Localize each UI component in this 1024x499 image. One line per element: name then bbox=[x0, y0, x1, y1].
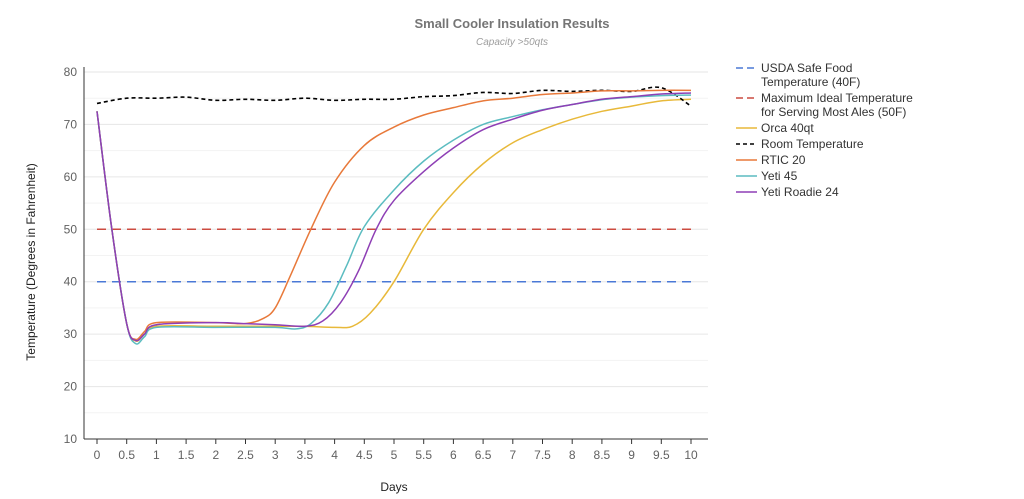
legend-label-yeti-roadie-24: Yeti Roadie 24 bbox=[761, 185, 839, 199]
x-tick-label: 0 bbox=[94, 448, 101, 462]
chart-title: Small Cooler Insulation Results bbox=[414, 16, 609, 31]
series-line-rtic-20 bbox=[96, 89, 692, 341]
x-tick-label: 0.5 bbox=[118, 448, 135, 462]
x-tick-label: 3.5 bbox=[297, 448, 314, 462]
legend-label-usda-safe-food-temperature-40f: USDA Safe Food bbox=[761, 61, 852, 75]
y-tick-label: 60 bbox=[64, 170, 78, 184]
y-tick-label: 80 bbox=[64, 65, 78, 79]
x-tick-label: 7.5 bbox=[534, 448, 551, 462]
legend-label-yeti-45: Yeti 45 bbox=[761, 169, 798, 183]
series-line-yeti-45 bbox=[96, 94, 692, 345]
series-line-orca-40qt bbox=[96, 98, 692, 342]
y-tick-label: 40 bbox=[64, 275, 78, 289]
series-line-yeti-roadie-24 bbox=[96, 92, 692, 342]
x-tick-label: 4.5 bbox=[356, 448, 373, 462]
series-lines bbox=[96, 86, 692, 345]
series-line-room-temperature bbox=[96, 86, 692, 107]
y-tick-label: 50 bbox=[64, 222, 78, 236]
x-tick-label: 7 bbox=[509, 448, 516, 462]
x-tick-label: 3 bbox=[272, 448, 279, 462]
legend-label-orca-40qt: Orca 40qt bbox=[761, 121, 814, 135]
x-tick-label: 8.5 bbox=[594, 448, 611, 462]
x-tick-label: 10 bbox=[684, 448, 698, 462]
y-tick-label: 70 bbox=[64, 117, 78, 131]
x-axis-ticks: 0 0.5 1 1.5 2 2.5 3 3.5 4 4.5 5 5.5 6 6.5 7 7.5 8 8.5 9 9.5… bbox=[94, 439, 698, 462]
legend-label-rtic-20: RTIC 20 bbox=[761, 153, 806, 167]
x-tick-label: 9.5 bbox=[653, 448, 670, 462]
gridlines bbox=[83, 67, 708, 440]
x-tick-label: 2 bbox=[212, 448, 219, 462]
x-tick-label: 5.5 bbox=[415, 448, 432, 462]
x-axis-label: Days bbox=[380, 480, 407, 494]
legend-label-maximum-ideal-temperature-for-serving-most-ales-50f: for Serving Most Ales (50F) bbox=[761, 105, 906, 119]
y-tick-label: 20 bbox=[64, 380, 78, 394]
legend-label-room-temperature: Room Temperature bbox=[761, 137, 864, 151]
y-axis-ticks: 10 20 30 40 50 60 70 80 bbox=[64, 65, 78, 446]
x-tick-label: 9 bbox=[628, 448, 635, 462]
x-tick-label: 5 bbox=[391, 448, 398, 462]
y-tick-label: 30 bbox=[64, 327, 78, 341]
x-tick-label: 8 bbox=[569, 448, 576, 462]
x-tick-label: 6.5 bbox=[475, 448, 492, 462]
legend-label-maximum-ideal-temperature-for-serving-most-ales-50f: Maximum Ideal Temperature bbox=[761, 91, 913, 105]
legend-label-usda-safe-food-temperature-40f: Temperature (40F) bbox=[761, 75, 860, 89]
x-tick-label: 4 bbox=[331, 448, 338, 462]
chart-subtitle: Capacity >50qts bbox=[476, 37, 548, 48]
x-tick-label: 1.5 bbox=[178, 448, 195, 462]
x-tick-label: 6 bbox=[450, 448, 457, 462]
x-tick-label: 1 bbox=[153, 448, 160, 462]
y-axis-label: Temperature (Degrees in Fahrenheit) bbox=[24, 163, 38, 360]
y-tick-label: 10 bbox=[64, 432, 78, 446]
x-tick-label: 2.5 bbox=[237, 448, 254, 462]
